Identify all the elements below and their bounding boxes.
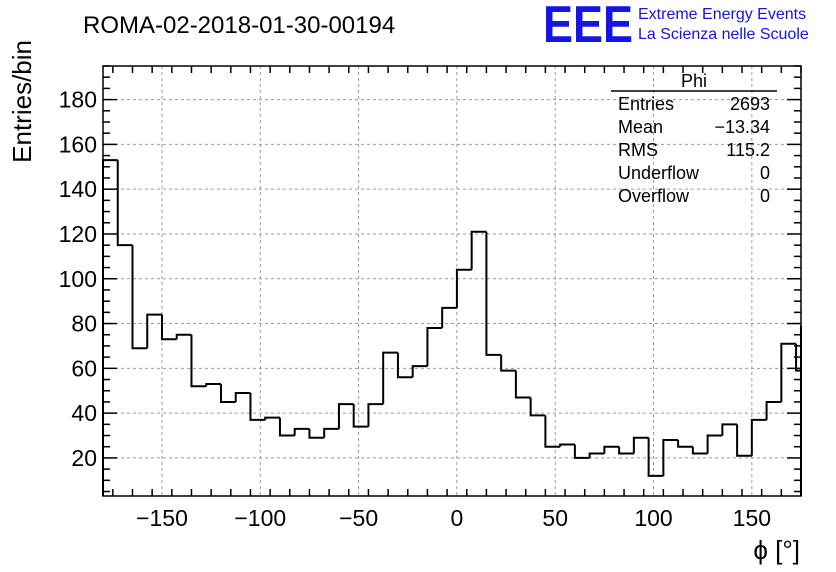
stats-label-overflow: Overflow xyxy=(618,186,690,206)
y-axis-title: Entries/bin xyxy=(7,40,37,163)
eee-logo-line1: Extreme Energy Events xyxy=(638,6,806,23)
histogram-bin xyxy=(337,403,354,429)
x-tick-label: −100 xyxy=(234,505,286,531)
stats-value-overflow: 0 xyxy=(760,186,770,206)
y-tick-label: 80 xyxy=(71,311,97,337)
histogram-bin xyxy=(514,370,531,399)
y-tick-label: 120 xyxy=(59,221,97,247)
stats-value-underflow: 0 xyxy=(760,163,770,183)
x-tick-label: 50 xyxy=(542,505,568,531)
stats-value-mean: −13.34 xyxy=(714,117,770,137)
histogram-bin xyxy=(367,403,384,427)
y-tick-label: 180 xyxy=(59,87,97,113)
histogram-bin xyxy=(234,391,251,402)
eee-logo-line2: La Scienza nelle Scuole xyxy=(638,26,809,43)
histogram-bin xyxy=(544,415,561,448)
histogram-bin xyxy=(131,245,148,350)
x-tick-label: −50 xyxy=(339,505,378,531)
histogram-bin xyxy=(308,428,325,439)
histogram-bin xyxy=(765,400,782,420)
x-axis-ticks: −150 −100 −50 0 50 100 150 xyxy=(112,66,802,531)
histogram-bin xyxy=(190,334,207,388)
histogram-bins xyxy=(102,159,802,496)
stats-value-entries: 2693 xyxy=(730,94,770,114)
histogram-bin xyxy=(603,445,620,454)
stats-title: Phi xyxy=(681,71,707,91)
y-tick-label: 140 xyxy=(59,176,97,202)
y-tick-label: 40 xyxy=(71,400,97,426)
histogram-bin xyxy=(382,351,398,405)
stats-label-mean: Mean xyxy=(618,117,663,137)
histogram-bin xyxy=(662,439,679,476)
histogram-bin xyxy=(205,383,221,387)
histogram-bin xyxy=(293,427,310,436)
stats-label-entries: Entries xyxy=(618,94,674,114)
histogram-bin xyxy=(618,446,634,455)
histogram-bin xyxy=(647,437,664,477)
histogram-bin xyxy=(559,443,575,447)
histogram-bin xyxy=(411,365,428,378)
eee-logo-mark: EEE xyxy=(543,0,633,54)
histogram-bin xyxy=(219,384,236,403)
histogram-bin xyxy=(691,446,708,455)
x-tick-label: −150 xyxy=(136,505,188,531)
histogram-bin xyxy=(750,418,767,456)
y-tick-label: 60 xyxy=(71,355,97,381)
histogram-bin xyxy=(264,416,280,420)
histogram-bin xyxy=(455,268,472,308)
histogram-bin xyxy=(780,342,797,402)
histogram-bin xyxy=(175,333,192,340)
stats-box: Phi Entries 2693 Mean −13.34 RMS 115.2 U… xyxy=(611,71,777,206)
histogram-bin xyxy=(573,444,590,459)
histogram-bin xyxy=(323,427,339,438)
y-tick-label: 20 xyxy=(71,445,97,471)
plot-border xyxy=(102,65,802,497)
histogram-bin xyxy=(396,352,413,379)
x-axis-title: ϕ [°] xyxy=(753,535,800,565)
chart-title: ROMA-02-2018-01-30-00194 xyxy=(83,12,395,39)
histogram-bin xyxy=(485,231,502,356)
plot-frame xyxy=(102,65,802,497)
grid xyxy=(103,66,801,496)
stats-label-rms: RMS xyxy=(618,140,658,160)
histogram-bin xyxy=(706,434,723,454)
stats-value-rms: 115.2 xyxy=(726,140,770,160)
histogram-bin xyxy=(102,159,118,496)
histogram-bin xyxy=(795,343,801,372)
histogram-bin xyxy=(441,306,457,329)
y-axis-ticks: 20 40 60 80 100 120 140 160 180 xyxy=(59,65,801,493)
histogram-bin xyxy=(500,354,516,372)
histogram-bin xyxy=(116,160,133,247)
eee-logo: EEE Extreme Energy Events La Scienza nel… xyxy=(543,0,809,54)
x-tick-label: 0 xyxy=(451,505,464,531)
histogram-bin xyxy=(721,423,738,436)
histogram-bin xyxy=(249,392,266,421)
histogram-bin xyxy=(352,404,369,428)
histogram-bin xyxy=(588,452,605,458)
histogram-bin xyxy=(529,397,546,417)
stats-label-underflow: Underflow xyxy=(618,163,700,183)
x-tick-label: 150 xyxy=(733,505,771,531)
histogram-bin xyxy=(632,436,649,454)
histogram-bin xyxy=(426,327,443,367)
histogram-bin xyxy=(736,424,752,457)
histogram-bin xyxy=(160,314,177,341)
histogram-bin xyxy=(470,230,487,270)
histogram-bin xyxy=(677,440,693,448)
histogram-bin xyxy=(146,313,162,349)
y-tick-label: 160 xyxy=(59,131,97,157)
y-tick-label: 100 xyxy=(59,266,97,292)
x-tick-label: 100 xyxy=(634,505,672,531)
histogram-bin xyxy=(278,417,295,437)
